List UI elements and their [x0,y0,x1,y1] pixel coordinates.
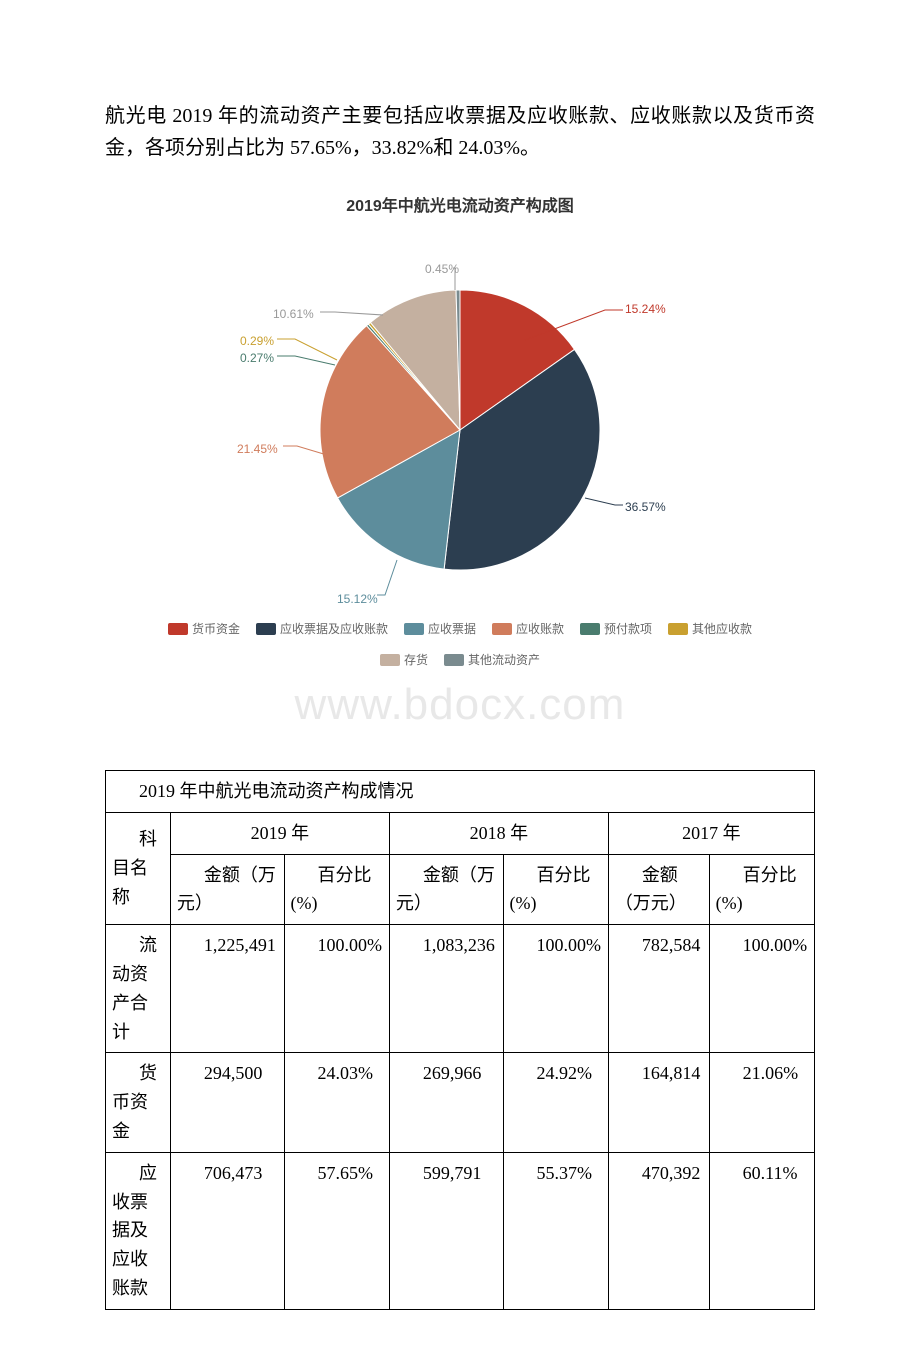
col-header-name: 科目名称 [106,812,171,924]
legend-item: 其他流动资产 [444,651,540,670]
chart-title: 2019年中航光电流动资产构成图 [105,194,815,220]
table-cell: 货币资金 [106,1053,171,1152]
leader-line [377,560,397,595]
table-cell: 470,392 [608,1152,709,1309]
slice-percent-label: 10.61% [273,305,314,324]
year-header-2018: 2018 年 [389,812,608,854]
slice-percent-label: 15.24% [625,300,666,319]
table-title: 2019 年中航光电流动资产构成情况 [106,770,815,812]
table-cell: 24.92% [503,1053,608,1152]
table-cell: 57.65% [284,1152,389,1309]
table-cell: 55.37% [503,1152,608,1309]
table-cell: 应收票据及应收账款 [106,1152,171,1309]
table-cell: 599,791 [389,1152,503,1309]
table-cell: 100.00% [284,925,389,1053]
table-cell: 706,473 [170,1152,284,1309]
year-header-2019: 2019 年 [170,812,389,854]
table-cell: 1,083,236 [389,925,503,1053]
year-header-2017: 2017 年 [608,812,814,854]
table-cell: 100.00% [503,925,608,1053]
slice-percent-label: 15.12% [337,590,378,609]
leader-line [320,312,383,315]
table-row: 应收票据及应收账款706,47357.65%599,79155.37%470,3… [106,1152,815,1309]
col-header-amount: 金额（万元） [608,854,709,925]
slice-percent-label: 36.57% [625,498,666,517]
col-header-amount: 金额（万元） [389,854,503,925]
legend-label: 存货 [404,651,428,670]
slice-percent-label: 21.45% [237,440,278,459]
table-cell: 782,584 [608,925,709,1053]
table-cell: 1,225,491 [170,925,284,1053]
slice-percent-label: 0.27% [240,349,274,368]
pie-chart-svg [105,240,815,620]
legend-label: 其他流动资产 [468,651,540,670]
col-header-pct: 百分比(%) [284,854,389,925]
data-table: 2019 年中航光电流动资产构成情况 科目名称 2019 年 2018 年 20… [105,770,815,1310]
leader-line [585,498,623,505]
table-cell: 流动资产合计 [106,925,171,1053]
leader-line [277,356,335,365]
slice-percent-label: 0.45% [425,260,459,279]
legend-item: 存货 [380,651,428,670]
col-header-pct: 百分比(%) [503,854,608,925]
legend-swatch [380,654,400,666]
leader-line [277,339,337,360]
table-cell: 100.00% [709,925,814,1053]
table-row: 流动资产合计1,225,491100.00%1,083,236100.00%78… [106,925,815,1053]
col-header-pct: 百分比(%) [709,854,814,925]
pie-wrapper: 15.24% 36.57% 15.12% 21.45% 0.27%0.29% 10.61%… [105,240,815,620]
table-cell: 21.06% [709,1053,814,1152]
table-cell: 60.11% [709,1152,814,1309]
slice-percent-label: 0.29% [240,332,274,351]
table-cell: 24.03% [284,1053,389,1152]
col-header-amount: 金额（万元） [170,854,284,925]
intro-paragraph: 航光电 2019 年的流动资产主要包括应收票据及应收账款、应收账款以及货币资金，… [105,100,815,164]
pie-chart-container: 15.24% 36.57% 15.12% 21.45% 0.27%0.29% 10.61%… [105,240,815,700]
table-cell: 164,814 [608,1053,709,1152]
table-cell: 294,500 [170,1053,284,1152]
legend-swatch [444,654,464,666]
table-row: 货币资金294,50024.03%269,96624.92%164,81421.… [106,1053,815,1152]
table-cell: 269,966 [389,1053,503,1152]
